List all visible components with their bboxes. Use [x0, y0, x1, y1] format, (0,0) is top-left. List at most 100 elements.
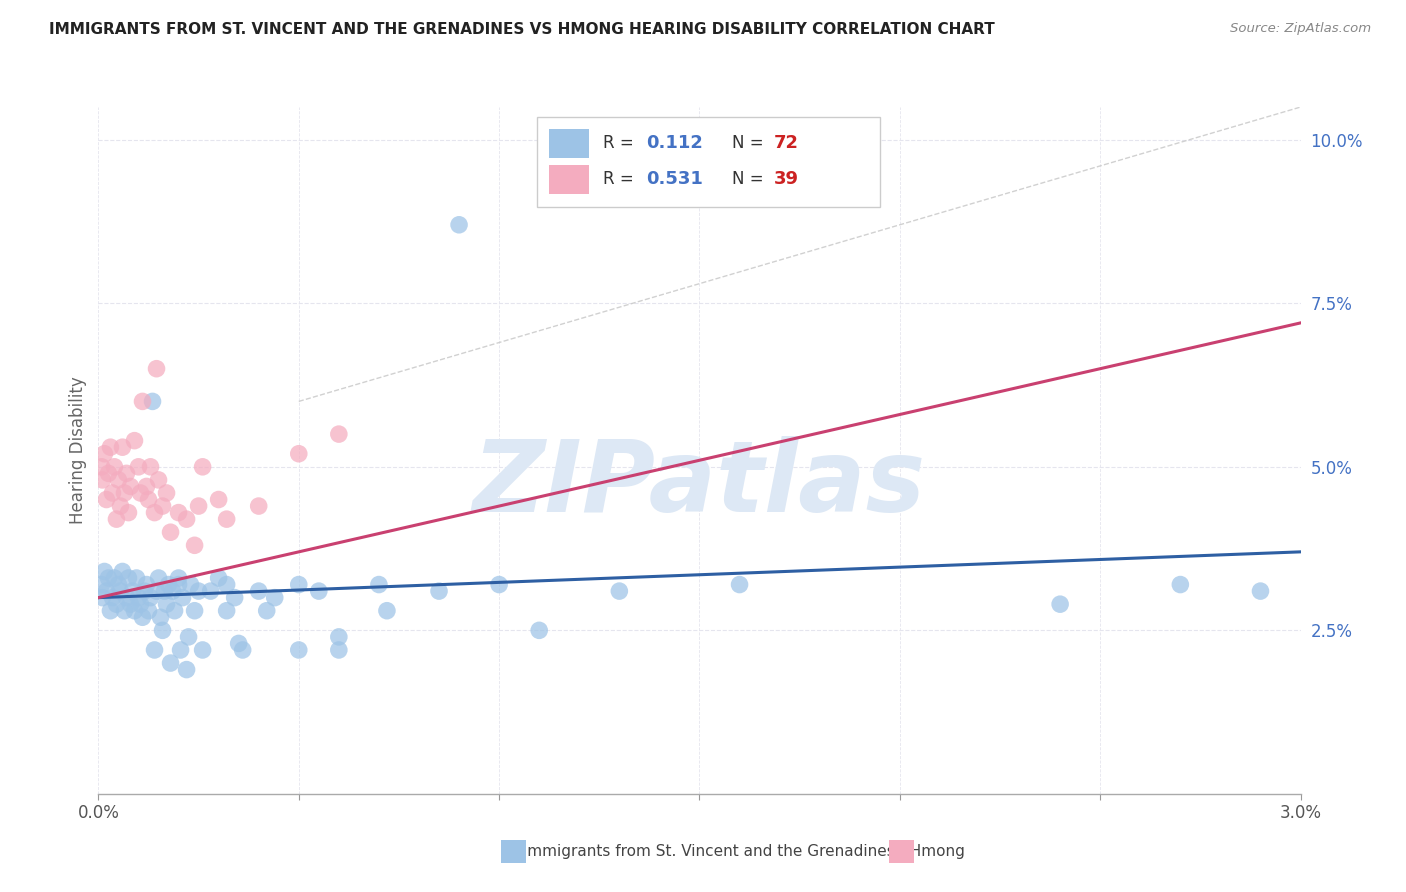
Point: [135, 577, 157, 591]
Point: [97, 571, 120, 585]
Point: [328, 630, 350, 644]
Point: [97, 467, 120, 481]
Text: N =: N =: [733, 135, 769, 153]
Point: [129, 486, 152, 500]
Point: [177, 630, 200, 644]
FancyBboxPatch shape: [537, 118, 880, 207]
Point: [148, 473, 170, 487]
Point: [215, 577, 238, 591]
Point: [163, 604, 186, 618]
Point: [256, 604, 278, 618]
Point: [124, 434, 146, 448]
Point: [103, 459, 125, 474]
Point: [228, 636, 250, 650]
Point: [121, 584, 143, 599]
Point: [169, 643, 191, 657]
Text: IMMIGRANTS FROM ST. VINCENT AND THE GRENADINES VS HMONG HEARING DISABILITY CORRE: IMMIGRANTS FROM ST. VINCENT AND THE GREN…: [49, 22, 995, 37]
Point: [180, 577, 202, 591]
Text: 39: 39: [775, 170, 799, 188]
Point: [215, 604, 238, 618]
Point: [155, 486, 177, 500]
Point: [529, 624, 551, 638]
Point: [111, 440, 134, 454]
Point: [148, 571, 170, 585]
Point: [101, 591, 124, 605]
Point: [141, 394, 163, 409]
Point: [328, 427, 350, 442]
Point: [131, 394, 153, 409]
Point: [117, 571, 139, 585]
Point: [191, 643, 214, 657]
Point: [145, 361, 167, 376]
Point: [107, 473, 129, 487]
Point: [134, 584, 156, 599]
Point: [139, 459, 162, 474]
Point: [117, 506, 139, 520]
Point: [110, 584, 132, 599]
Point: [191, 459, 214, 474]
Point: [215, 512, 238, 526]
Point: [208, 571, 231, 585]
Point: [308, 584, 330, 599]
Text: R =: R =: [603, 170, 640, 188]
Point: [288, 447, 311, 461]
Point: [93, 565, 115, 579]
Point: [114, 486, 136, 500]
Point: [114, 604, 136, 618]
Point: [172, 591, 194, 605]
Point: [128, 591, 150, 605]
Point: [183, 538, 205, 552]
Point: [176, 663, 198, 677]
Point: [91, 473, 114, 487]
Point: [145, 584, 167, 599]
Point: [200, 584, 222, 599]
Point: [105, 512, 128, 526]
Text: Immigrants from St. Vincent and the Grenadines: Immigrants from St. Vincent and the Gren…: [513, 845, 896, 859]
Point: [139, 591, 162, 605]
Point: [288, 643, 311, 657]
Point: [96, 492, 118, 507]
Point: [115, 591, 138, 605]
Point: [176, 512, 198, 526]
Point: [100, 440, 122, 454]
Point: [129, 597, 152, 611]
Point: [167, 571, 190, 585]
Point: [124, 604, 146, 618]
Point: [1170, 577, 1192, 591]
Text: N =: N =: [733, 170, 769, 188]
Point: [120, 479, 142, 493]
Point: [288, 577, 311, 591]
Point: [101, 486, 124, 500]
Point: [110, 499, 132, 513]
Text: Source: ZipAtlas.com: Source: ZipAtlas.com: [1230, 22, 1371, 36]
Point: [183, 604, 205, 618]
Y-axis label: Hearing Disability: Hearing Disability: [69, 376, 87, 524]
Point: [105, 597, 128, 611]
Point: [107, 577, 129, 591]
Bar: [550, 165, 589, 194]
Point: [96, 584, 118, 599]
Point: [447, 218, 470, 232]
Point: [157, 577, 180, 591]
Point: [1049, 597, 1071, 611]
Point: [609, 584, 631, 599]
Point: [167, 506, 190, 520]
Point: [427, 584, 450, 599]
Point: [368, 577, 391, 591]
Point: [153, 584, 176, 599]
Text: ZIPatlas: ZIPatlas: [472, 436, 927, 533]
Point: [138, 604, 160, 618]
Point: [155, 597, 177, 611]
Point: [111, 565, 134, 579]
Point: [1250, 584, 1272, 599]
Point: [103, 571, 125, 585]
Point: [100, 604, 122, 618]
Point: [187, 499, 209, 513]
Point: [93, 447, 115, 461]
Point: [125, 571, 148, 585]
Point: [375, 604, 398, 618]
Point: [149, 610, 172, 624]
Point: [232, 643, 254, 657]
Point: [91, 591, 114, 605]
Point: [187, 584, 209, 599]
